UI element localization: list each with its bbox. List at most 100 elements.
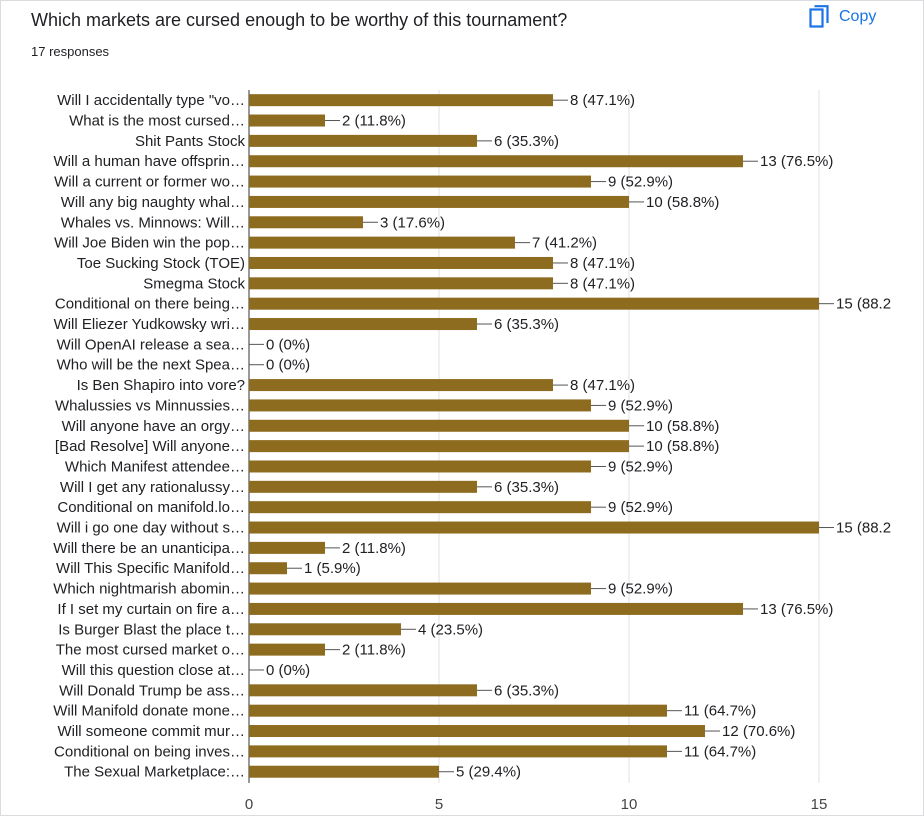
value-label: 7 (41.2%) [532,235,597,252]
bar [249,582,591,595]
category-label: Smegma Stock [143,275,245,292]
bar [249,440,629,453]
value-label: 9 (52.9%) [608,397,673,414]
category-label: Will someone commit mur… [57,723,245,740]
category-label: If I set my curtain on fire a… [57,601,245,618]
copy-chart-button[interactable]: Copy [809,2,876,32]
value-label: 6 (35.3%) [494,316,559,333]
bar [249,562,287,575]
value-label: 8 (47.1%) [570,275,635,292]
value-label: 2 (11.8%) [342,540,406,557]
value-label: 3 (17.6%) [380,214,445,231]
category-label: Will a human have offsprin… [54,153,245,170]
value-label: 4 (23.5%) [418,621,483,638]
category-label: What is the most cursed… [69,113,245,130]
bar [249,94,553,107]
bar [249,256,553,269]
value-label: 13 (76.5%) [760,601,833,618]
category-label: Conditional on there being… [55,296,245,313]
category-label: Whales vs. Minnows: Will… [61,214,245,231]
bar [249,460,591,473]
value-label: 0 (0%) [266,336,310,353]
value-label: 6 (35.3%) [494,682,559,699]
bar [249,541,325,554]
bar [249,501,591,514]
value-label: 10 (58.8%) [646,418,719,435]
bars [249,94,834,778]
grid-lines [248,90,820,783]
bar [249,765,439,778]
bar [249,277,553,290]
x-tick-label: 5 [435,796,443,813]
value-label: 8 (47.1%) [570,92,635,109]
value-label: 11 (64.7%) [684,743,756,760]
bar [249,297,819,310]
bar [249,134,477,147]
category-label: Who will be the next Spea… [57,357,245,374]
category-label: Conditional on manifold.lo… [57,499,245,516]
category-label: Will i go one day without s… [57,520,245,537]
category-label: Will I get any rationalussy… [60,479,245,496]
category-label: Will This Specific Manifold… [56,560,245,577]
labels: 0 5 10 15 Will I accidentally type "vo… 8 (47… [53,92,891,813]
value-label: 0 (0%) [266,357,310,374]
value-label: 8 (47.1%) [570,377,635,394]
bar [249,318,477,331]
value-label: 1 (5.9%) [304,560,361,577]
value-label: 9 (52.9%) [608,581,673,598]
value-label: 6 (35.3%) [494,133,559,150]
x-tick-label: 10 [621,796,638,813]
value-label: 9 (52.9%) [608,174,673,191]
category-label: Is Burger Blast the place t… [58,621,245,638]
category-label: Will this question close at… [62,662,245,679]
category-label: Is Ben Shapiro into vore? [77,377,245,394]
bar [249,195,629,208]
category-label: Will a current or former wo… [54,174,245,191]
category-label: Will Manifold donate mone… [53,703,245,720]
value-label: 2 (11.8%) [342,642,406,659]
value-label: 8 (47.1%) [570,255,635,272]
bar [249,155,743,168]
value-label: 13 (76.5%) [760,153,833,170]
bar [249,419,629,432]
bar [249,745,667,758]
bar [249,521,819,534]
category-label: Conditional on being inves… [54,743,245,760]
x-tick-label: 15 [811,796,828,813]
category-label: [Bad Resolve] Will anyone… [55,438,245,455]
category-label: Will Joe Biden win the pop… [54,235,245,252]
bar [249,480,477,493]
value-label: 6 (35.3%) [494,479,559,496]
value-label: 10 (58.8%) [646,438,719,455]
category-label: Will there be an unanticipa… [53,540,245,557]
bar [249,379,553,392]
value-label: 0 (0%) [266,662,310,679]
value-label: 9 (52.9%) [608,458,673,475]
bar [249,399,591,412]
category-label: Shit Pants Stock [135,133,246,150]
category-label: The Sexual Marketplace:… [64,764,245,781]
category-label: The most cursed market o… [56,642,245,659]
value-label: 12 (70.6%) [722,723,795,740]
value-label: 15 (88.2 [836,520,891,537]
category-label: Will any big naughty whal… [61,194,245,211]
bar [249,236,515,249]
category-label: Whalussies vs Minnussies… [55,397,245,414]
x-tick-label: 0 [245,796,253,813]
bar [249,623,401,636]
bar [249,602,743,615]
copy-label: Copy [839,8,877,25]
value-label: 2 (11.8%) [342,113,406,130]
value-label: 5 (29.4%) [456,764,521,781]
value-label: 10 (58.8%) [646,194,719,211]
value-label: 15 (88.2 [836,296,891,313]
bar [249,175,591,188]
category-label: Toe Sucking Stock (TOE) [77,255,245,272]
category-label: Which Manifest attendee… [65,458,245,475]
category-label: Will I accidentally type "vo… [57,92,245,109]
question-title: Which markets are cursed enough to be wo… [31,10,568,30]
bar [249,684,477,697]
category-label: Which nightmarish abomin… [53,581,245,598]
